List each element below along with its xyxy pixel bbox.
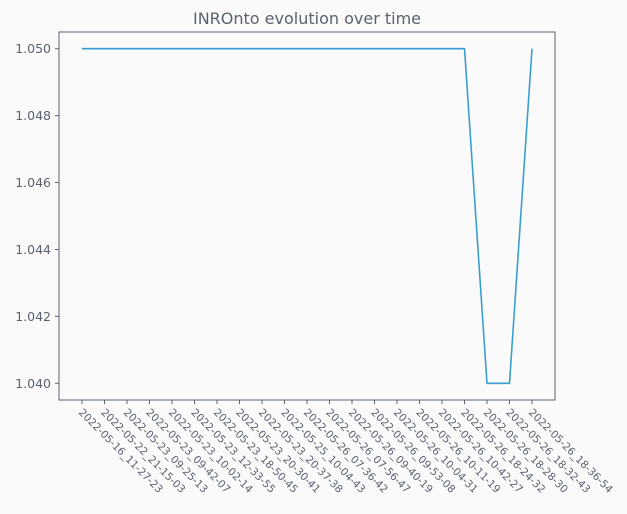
series-line bbox=[82, 47, 533, 385]
y-tick-label: 1.050 bbox=[15, 41, 51, 56]
chart-title: INROnto evolution over time bbox=[193, 9, 421, 28]
y-tick-label: 1.042 bbox=[15, 309, 51, 324]
y-tick-label: 1.046 bbox=[15, 175, 51, 190]
plot-area: 1.0401.0421.0441.0461.0481.0502022-05-16… bbox=[15, 31, 615, 496]
y-tick-label: 1.044 bbox=[15, 242, 51, 257]
y-tick-label: 1.048 bbox=[15, 108, 51, 123]
y-tick-label: 1.040 bbox=[15, 376, 51, 391]
